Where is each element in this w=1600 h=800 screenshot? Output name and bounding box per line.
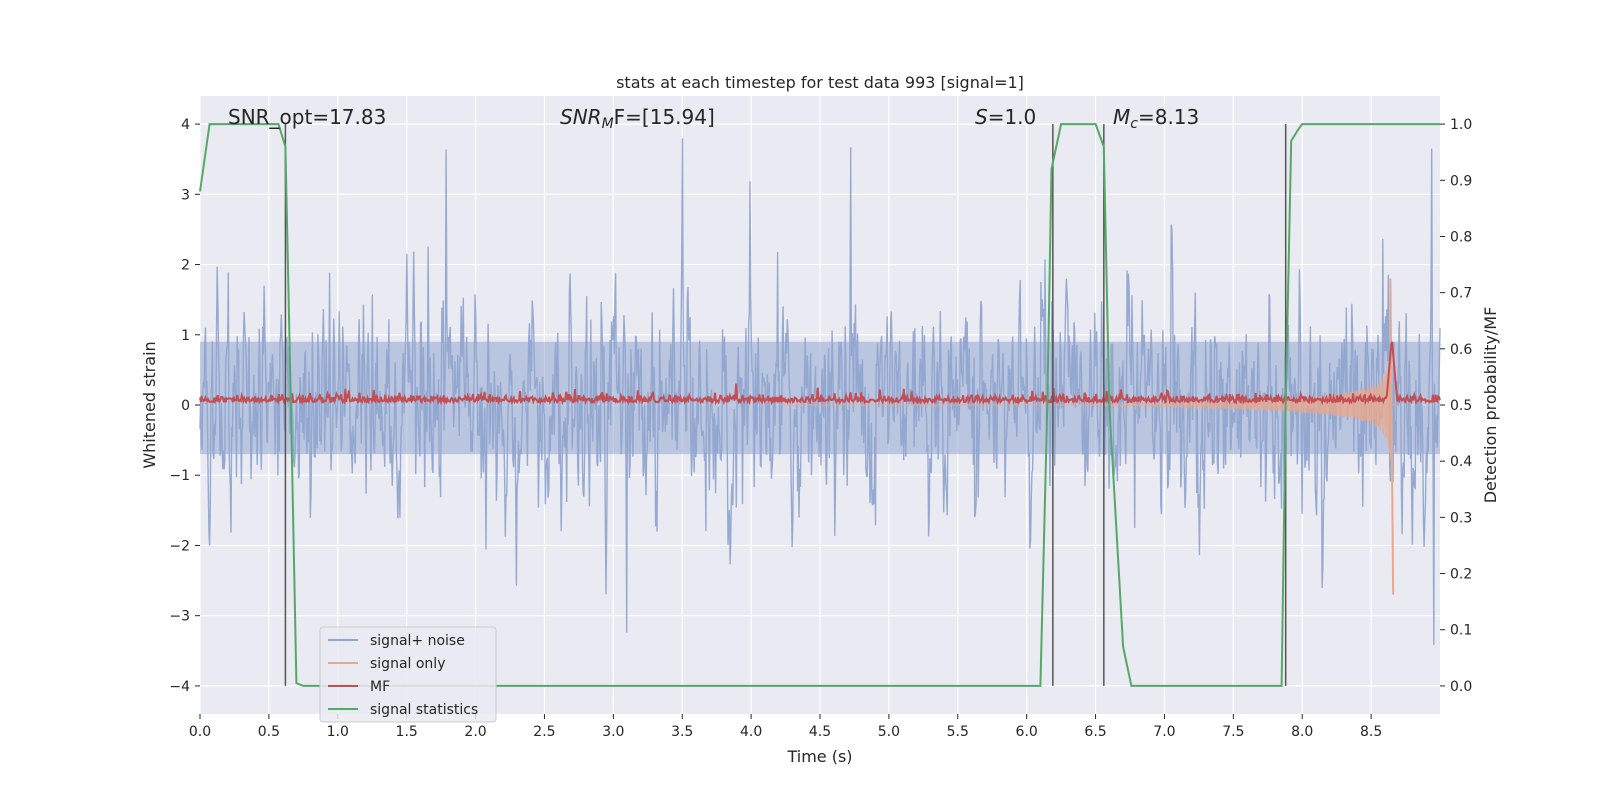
mf-series [199,341,1441,406]
annotation-snr-mf-main: SNR [560,105,602,129]
y-right-tick-label: 0.4 [1450,454,1472,470]
signal-only-series [778,278,1396,595]
annotation-s-italic: S [975,105,988,129]
x-tick-label: 4.5 [809,724,831,740]
y-right-tick-label: 0.5 [1450,398,1472,414]
annotation-snr-mf: SNRMF=[15.94] [560,105,715,132]
y-axis-left-label: Whitened strain [140,341,159,468]
annotation-mc: Mc=8.13 [1113,105,1199,132]
annotation-mc-main: M [1113,105,1130,129]
x-tick-label: 1.5 [396,724,418,740]
x-tick-label: 4.0 [740,724,762,740]
annotation-s-rest: =1.0 [988,105,1037,129]
y-axis-right-ticks: 0.0 0.1 0.2 0.3 0.4 0.5 0.6 0.7 0.8 0.9 1.0 [1440,117,1472,695]
x-tick-label: 6.5 [1084,724,1106,740]
x-tick-label: 8.0 [1291,724,1313,740]
annotation-snr-mf-sub: M [602,116,614,132]
x-tick-label: 2.5 [533,724,555,740]
x-tick-label: 2.0 [464,724,486,740]
x-tick-label: 7.0 [1153,724,1175,740]
y-right-tick-label: 0.0 [1450,679,1472,695]
annotation-snr-opt: SNR_opt=17.83 [228,105,386,129]
y-right-tick-label: 0.3 [1450,510,1472,526]
signal-statistics-line [199,123,1440,687]
y-right-tick-label: 0.7 [1450,286,1472,302]
signal-only-peak [1389,278,1395,595]
x-tick-label: 1.0 [327,724,349,740]
annotation-mc-sub: c [1130,116,1138,132]
annotation-snr-mf-rest: F=[15.94] [614,105,715,129]
x-tick-label: 6.0 [1016,724,1038,740]
x-tick-label: 3.0 [602,724,624,740]
y-left-tick-label: 3 [181,187,190,203]
y-left-tick-label: −2 [169,538,190,554]
legend-label-signal-statistics: signal statistics [370,702,478,718]
vertical-markers [284,124,1287,686]
x-axis-ticks: 0.0 0.5 1.0 1.5 2.0 2.5 3.0 3.5 4.0 4.5 5.0 5.5 6.0 6… [189,714,1382,740]
x-tick-label: 5.0 [878,724,900,740]
y-left-tick-label: 2 [181,258,190,274]
y-right-tick-label: 1.0 [1450,117,1472,133]
mf-line [199,341,1441,406]
x-tick-label: 7.5 [1222,724,1244,740]
x-tick-label: 0.5 [258,724,280,740]
y-left-tick-label: −4 [169,679,190,695]
x-tick-label: 3.5 [671,724,693,740]
y-right-tick-label: 0.2 [1450,567,1472,583]
x-axis-label: Time (s) [786,747,852,766]
legend-label-signal-only: signal only [370,656,445,672]
signal-statistics-series [199,123,1440,687]
annotation-s-value: S=1.0 [975,105,1036,129]
x-tick-label: 8.5 [1360,724,1382,740]
signal-only-line [778,337,1396,460]
y-right-tick-label: 0.8 [1450,229,1472,245]
y-axis-right-label: Detection probability/MF [1481,307,1500,504]
y-left-tick-label: 0 [181,398,190,414]
x-tick-label: 5.5 [947,724,969,740]
y-left-tick-label: −3 [169,609,190,625]
legend-box [319,626,497,723]
y-left-tick-label: 4 [181,117,190,133]
y-axis-left-ticks: −4 −3 −2 −1 0 1 2 3 4 [169,117,200,695]
legend-label-signal-noise: signal+ noise [370,633,465,649]
legend: signal+ noise signal only MF signal stat… [319,626,497,723]
x-tick-label: 0.0 [189,724,211,740]
y-right-tick-label: 0.1 [1450,623,1472,639]
annotation-mc-rest: =8.13 [1138,105,1199,129]
chart-title: stats at each timestep for test data 993… [616,73,1024,92]
legend-label-mf: MF [370,679,390,695]
y-left-tick-label: 1 [181,328,190,344]
y-right-tick-label: 0.6 [1450,342,1472,358]
y-left-tick-label: −1 [169,468,190,484]
y-right-tick-label: 0.9 [1450,173,1472,189]
